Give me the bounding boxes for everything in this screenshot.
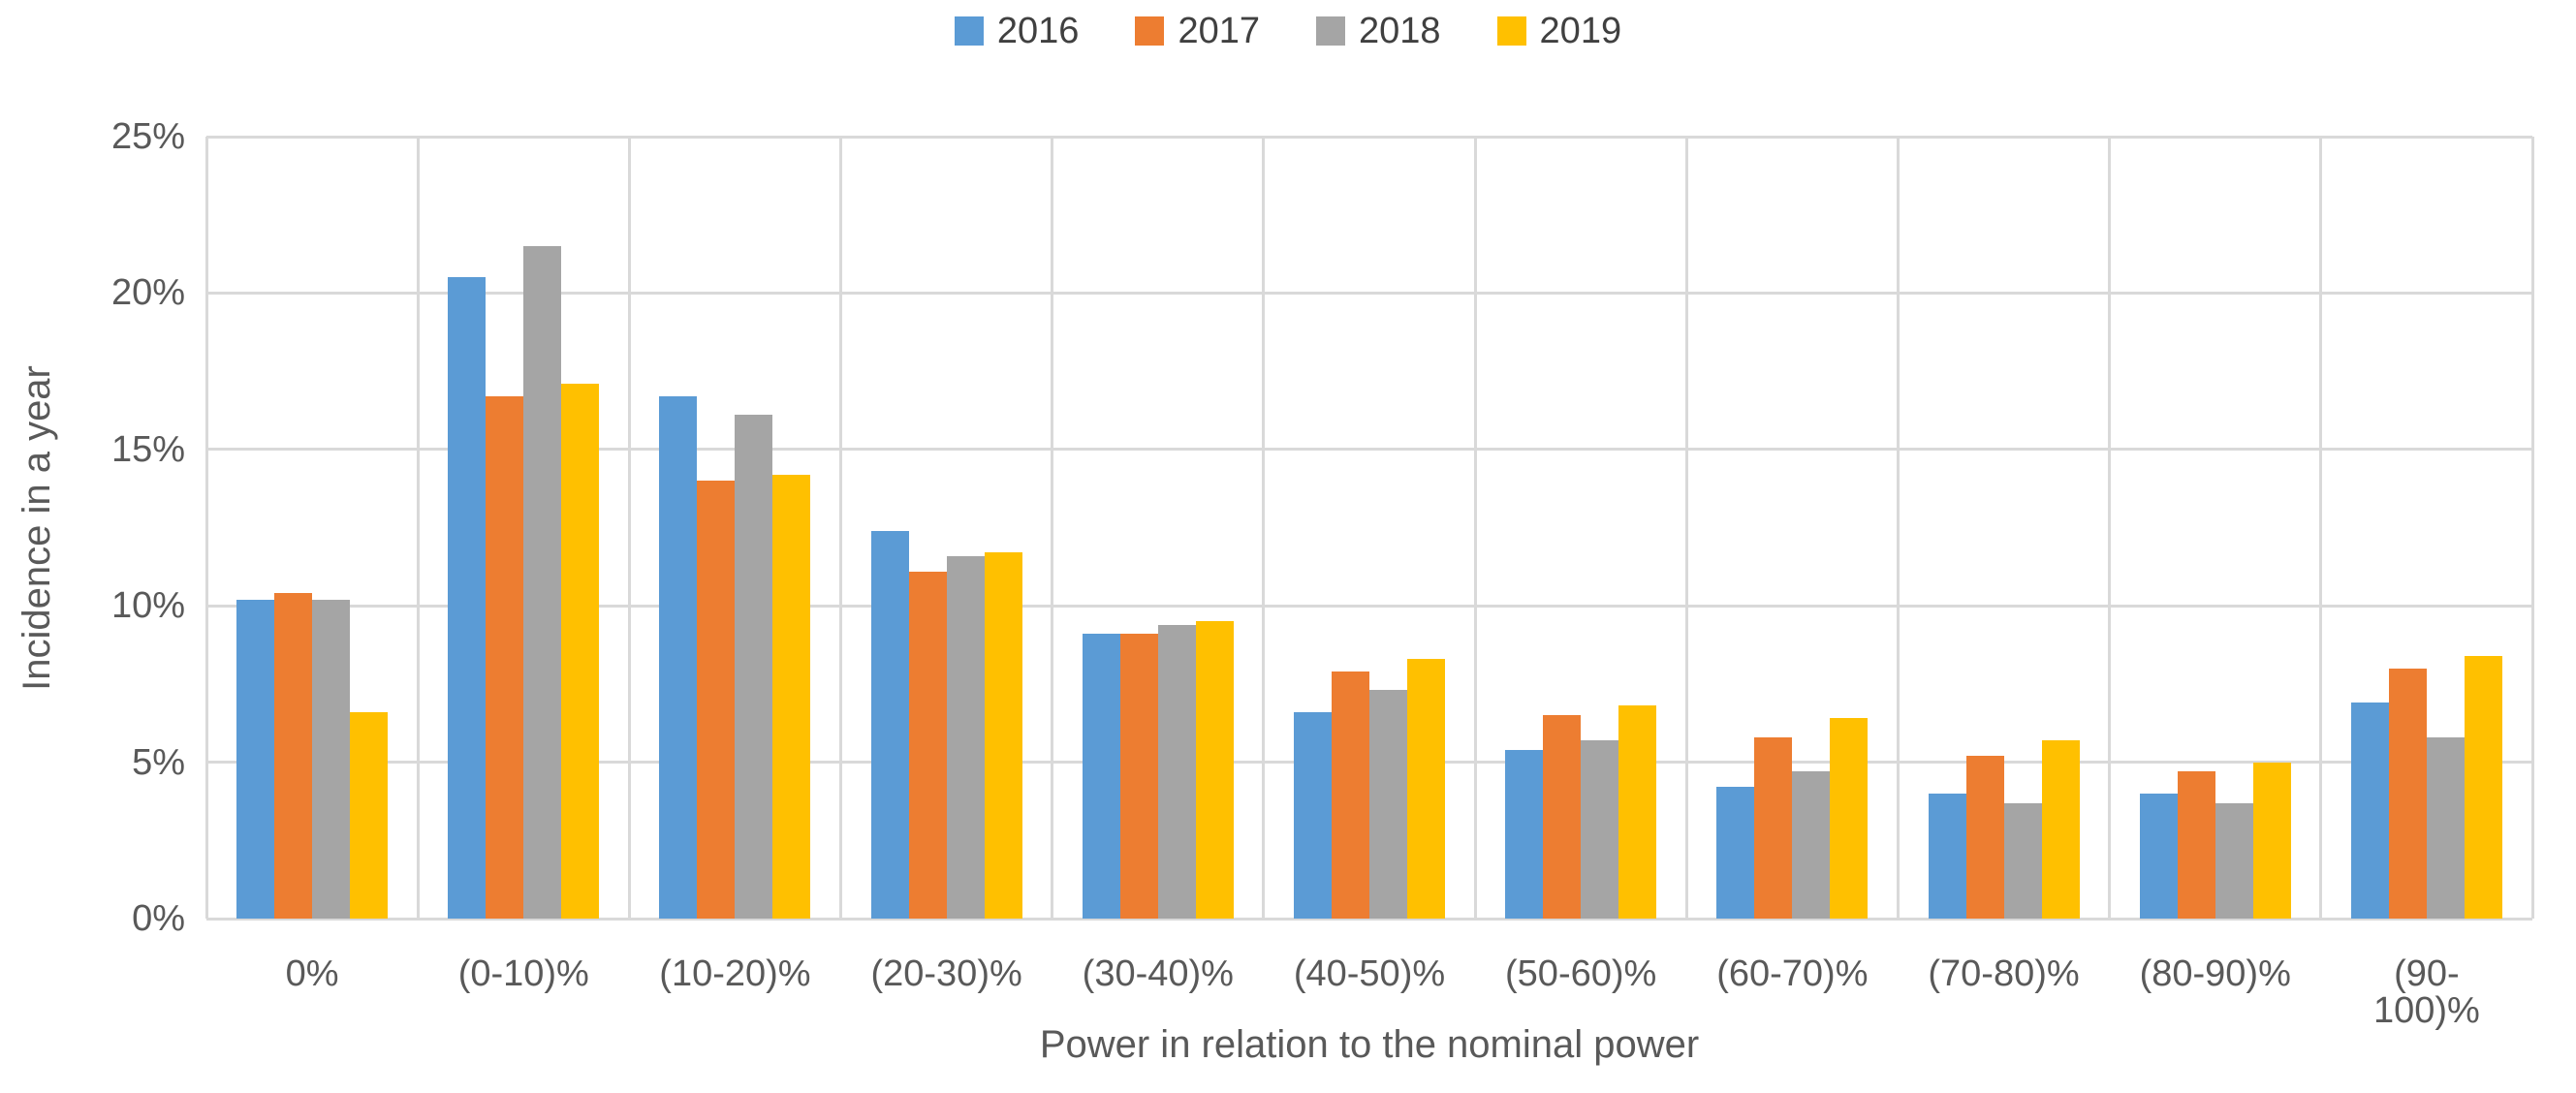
bar-2019-(70-80)% bbox=[2041, 740, 2080, 919]
bar-2018-(30-40)% bbox=[1157, 624, 1196, 919]
x-tick-label-(0-10)%: (0-10)% bbox=[457, 953, 589, 994]
y-tick-label-20%: 20% bbox=[110, 272, 185, 314]
y-tick-label-25%: 25% bbox=[110, 116, 185, 157]
legend-label-2016: 2016 bbox=[996, 11, 1080, 51]
bar-2017-(50-60)% bbox=[1543, 715, 1582, 919]
gridline-v-1 bbox=[416, 137, 420, 919]
bar-2016-(20-30)% bbox=[870, 530, 909, 919]
gridline-h-15% bbox=[206, 448, 2532, 452]
bar-2016-(70-80)% bbox=[1928, 793, 1966, 919]
gridline-v-7 bbox=[1684, 137, 1688, 919]
legend-item-2017: 2017 bbox=[1135, 13, 1260, 49]
x-tick-label-(80-90)%: (80-90)% bbox=[2139, 953, 2291, 994]
bar-2019-(40-50)% bbox=[1407, 659, 1445, 919]
gridline-h-10% bbox=[206, 604, 2532, 608]
y-tick-label-15%: 15% bbox=[110, 428, 185, 470]
gridline-v-6 bbox=[1473, 137, 1477, 919]
legend-swatch-2017 bbox=[1135, 16, 1165, 46]
gridline-v-3 bbox=[839, 137, 843, 919]
y-axis-title: Incidence in a year bbox=[16, 364, 58, 691]
x-axis-title: Power in relation to the nominal power bbox=[1039, 1023, 1700, 1066]
bar-2016-(30-40)% bbox=[1082, 634, 1120, 919]
gridline-v-4 bbox=[1051, 137, 1054, 919]
bar-2016-(50-60)% bbox=[1505, 749, 1544, 919]
bar-2018-(40-50)% bbox=[1369, 690, 1407, 919]
bar-2018-0% bbox=[312, 599, 351, 919]
bar-2019-(0-10)% bbox=[561, 384, 600, 919]
bar-2017-(40-50)% bbox=[1332, 671, 1369, 919]
bar-2018-(90-100)% bbox=[2426, 736, 2465, 919]
bar-2018-(70-80)% bbox=[2003, 802, 2042, 919]
gridline-v-9 bbox=[2108, 137, 2112, 919]
bar-2016-0% bbox=[236, 599, 275, 919]
bar-2019-0% bbox=[350, 711, 389, 919]
x-tick-label-(30-40)%: (30-40)% bbox=[1082, 953, 1234, 994]
legend-label-2017: 2017 bbox=[1178, 11, 1260, 51]
bar-2019-(30-40)% bbox=[1195, 621, 1234, 919]
bar-2018-(60-70)% bbox=[1792, 771, 1831, 919]
legend-swatch-2019 bbox=[1496, 16, 1526, 46]
legend-item-2019: 2019 bbox=[1496, 11, 1622, 51]
x-tick-label-(50-60)%: (50-60)% bbox=[1505, 953, 1657, 994]
legend-swatch-2016 bbox=[954, 16, 984, 46]
bar-2016-(90-100)% bbox=[2350, 703, 2389, 919]
x-tick-label-(40-50)%: (40-50)% bbox=[1293, 953, 1446, 994]
bar-2017-(60-70)% bbox=[1754, 736, 1793, 919]
bar-2016-(60-70)% bbox=[1716, 787, 1755, 919]
bar-2019-(50-60)% bbox=[1618, 705, 1657, 919]
legend-swatch-2018 bbox=[1316, 16, 1345, 46]
bar-2016-(10-20)% bbox=[659, 395, 698, 919]
gridline-h-20% bbox=[206, 291, 2532, 295]
legend-label-2018: 2018 bbox=[1359, 11, 1441, 51]
bar-2017-(70-80)% bbox=[1965, 756, 2004, 919]
bar-2017-(0-10)% bbox=[486, 395, 524, 919]
bar-2018-(0-10)% bbox=[523, 245, 562, 919]
x-tick-label-(60-70)%: (60-70)% bbox=[1716, 953, 1869, 994]
bar-2019-(90-100)% bbox=[2464, 655, 2502, 919]
legend-label-2019: 2019 bbox=[1539, 11, 1622, 51]
gridline-v-5 bbox=[1262, 137, 1266, 919]
legend-item-2016: 2016 bbox=[954, 11, 1080, 51]
bar-2018-(50-60)% bbox=[1581, 740, 1619, 919]
x-tick-label-0%: 0% bbox=[285, 953, 339, 994]
bar-2017-(90-100)% bbox=[2388, 668, 2427, 919]
gridline-v-10 bbox=[2319, 137, 2323, 919]
plot-area bbox=[204, 135, 2534, 921]
bar-2018-(10-20)% bbox=[735, 415, 773, 919]
bar-2017-(80-90)% bbox=[2177, 771, 2215, 919]
gridline-v-0 bbox=[204, 137, 208, 919]
x-tick-label-(10-20)%: (10-20)% bbox=[659, 953, 811, 994]
x-tick-label-(20-30)%: (20-30)% bbox=[870, 953, 1022, 994]
bar-2016-(40-50)% bbox=[1294, 711, 1332, 919]
bar-2017-0% bbox=[274, 593, 313, 919]
bar-2018-(80-90)% bbox=[2215, 802, 2253, 919]
gridline-h-0% bbox=[206, 917, 2532, 921]
x-tick-label-(70-80)%: (70-80)% bbox=[1928, 953, 2080, 994]
legend-item-2018: 2018 bbox=[1316, 13, 1441, 49]
gridline-h-25% bbox=[206, 135, 2532, 139]
bar-2019-(80-90)% bbox=[2252, 762, 2291, 919]
y-tick-label-0%: 0% bbox=[132, 898, 185, 939]
bar-2019-(20-30)% bbox=[984, 552, 1022, 919]
y-tick-label-5%: 5% bbox=[132, 741, 185, 783]
gridline-v-11 bbox=[2530, 137, 2534, 919]
x-tick-label-(90-100)%: (90-100)% bbox=[2372, 953, 2480, 1031]
bar-2018-(20-30)% bbox=[946, 555, 985, 919]
chart-legend: 2016 2017 2018 2019 bbox=[0, 6, 2576, 56]
bar-2016-(80-90)% bbox=[2139, 793, 2178, 919]
bar-2017-(30-40)% bbox=[1119, 634, 1158, 919]
bar-2019-(60-70)% bbox=[1830, 718, 1869, 919]
bar-2017-(10-20)% bbox=[697, 481, 736, 919]
bar-2017-(20-30)% bbox=[908, 571, 947, 919]
y-tick-label-10%: 10% bbox=[110, 585, 185, 627]
gridline-v-8 bbox=[1896, 137, 1900, 919]
bar-2016-(0-10)% bbox=[448, 277, 487, 919]
gridline-v-2 bbox=[627, 137, 631, 919]
bar-2019-(10-20)% bbox=[772, 474, 811, 919]
